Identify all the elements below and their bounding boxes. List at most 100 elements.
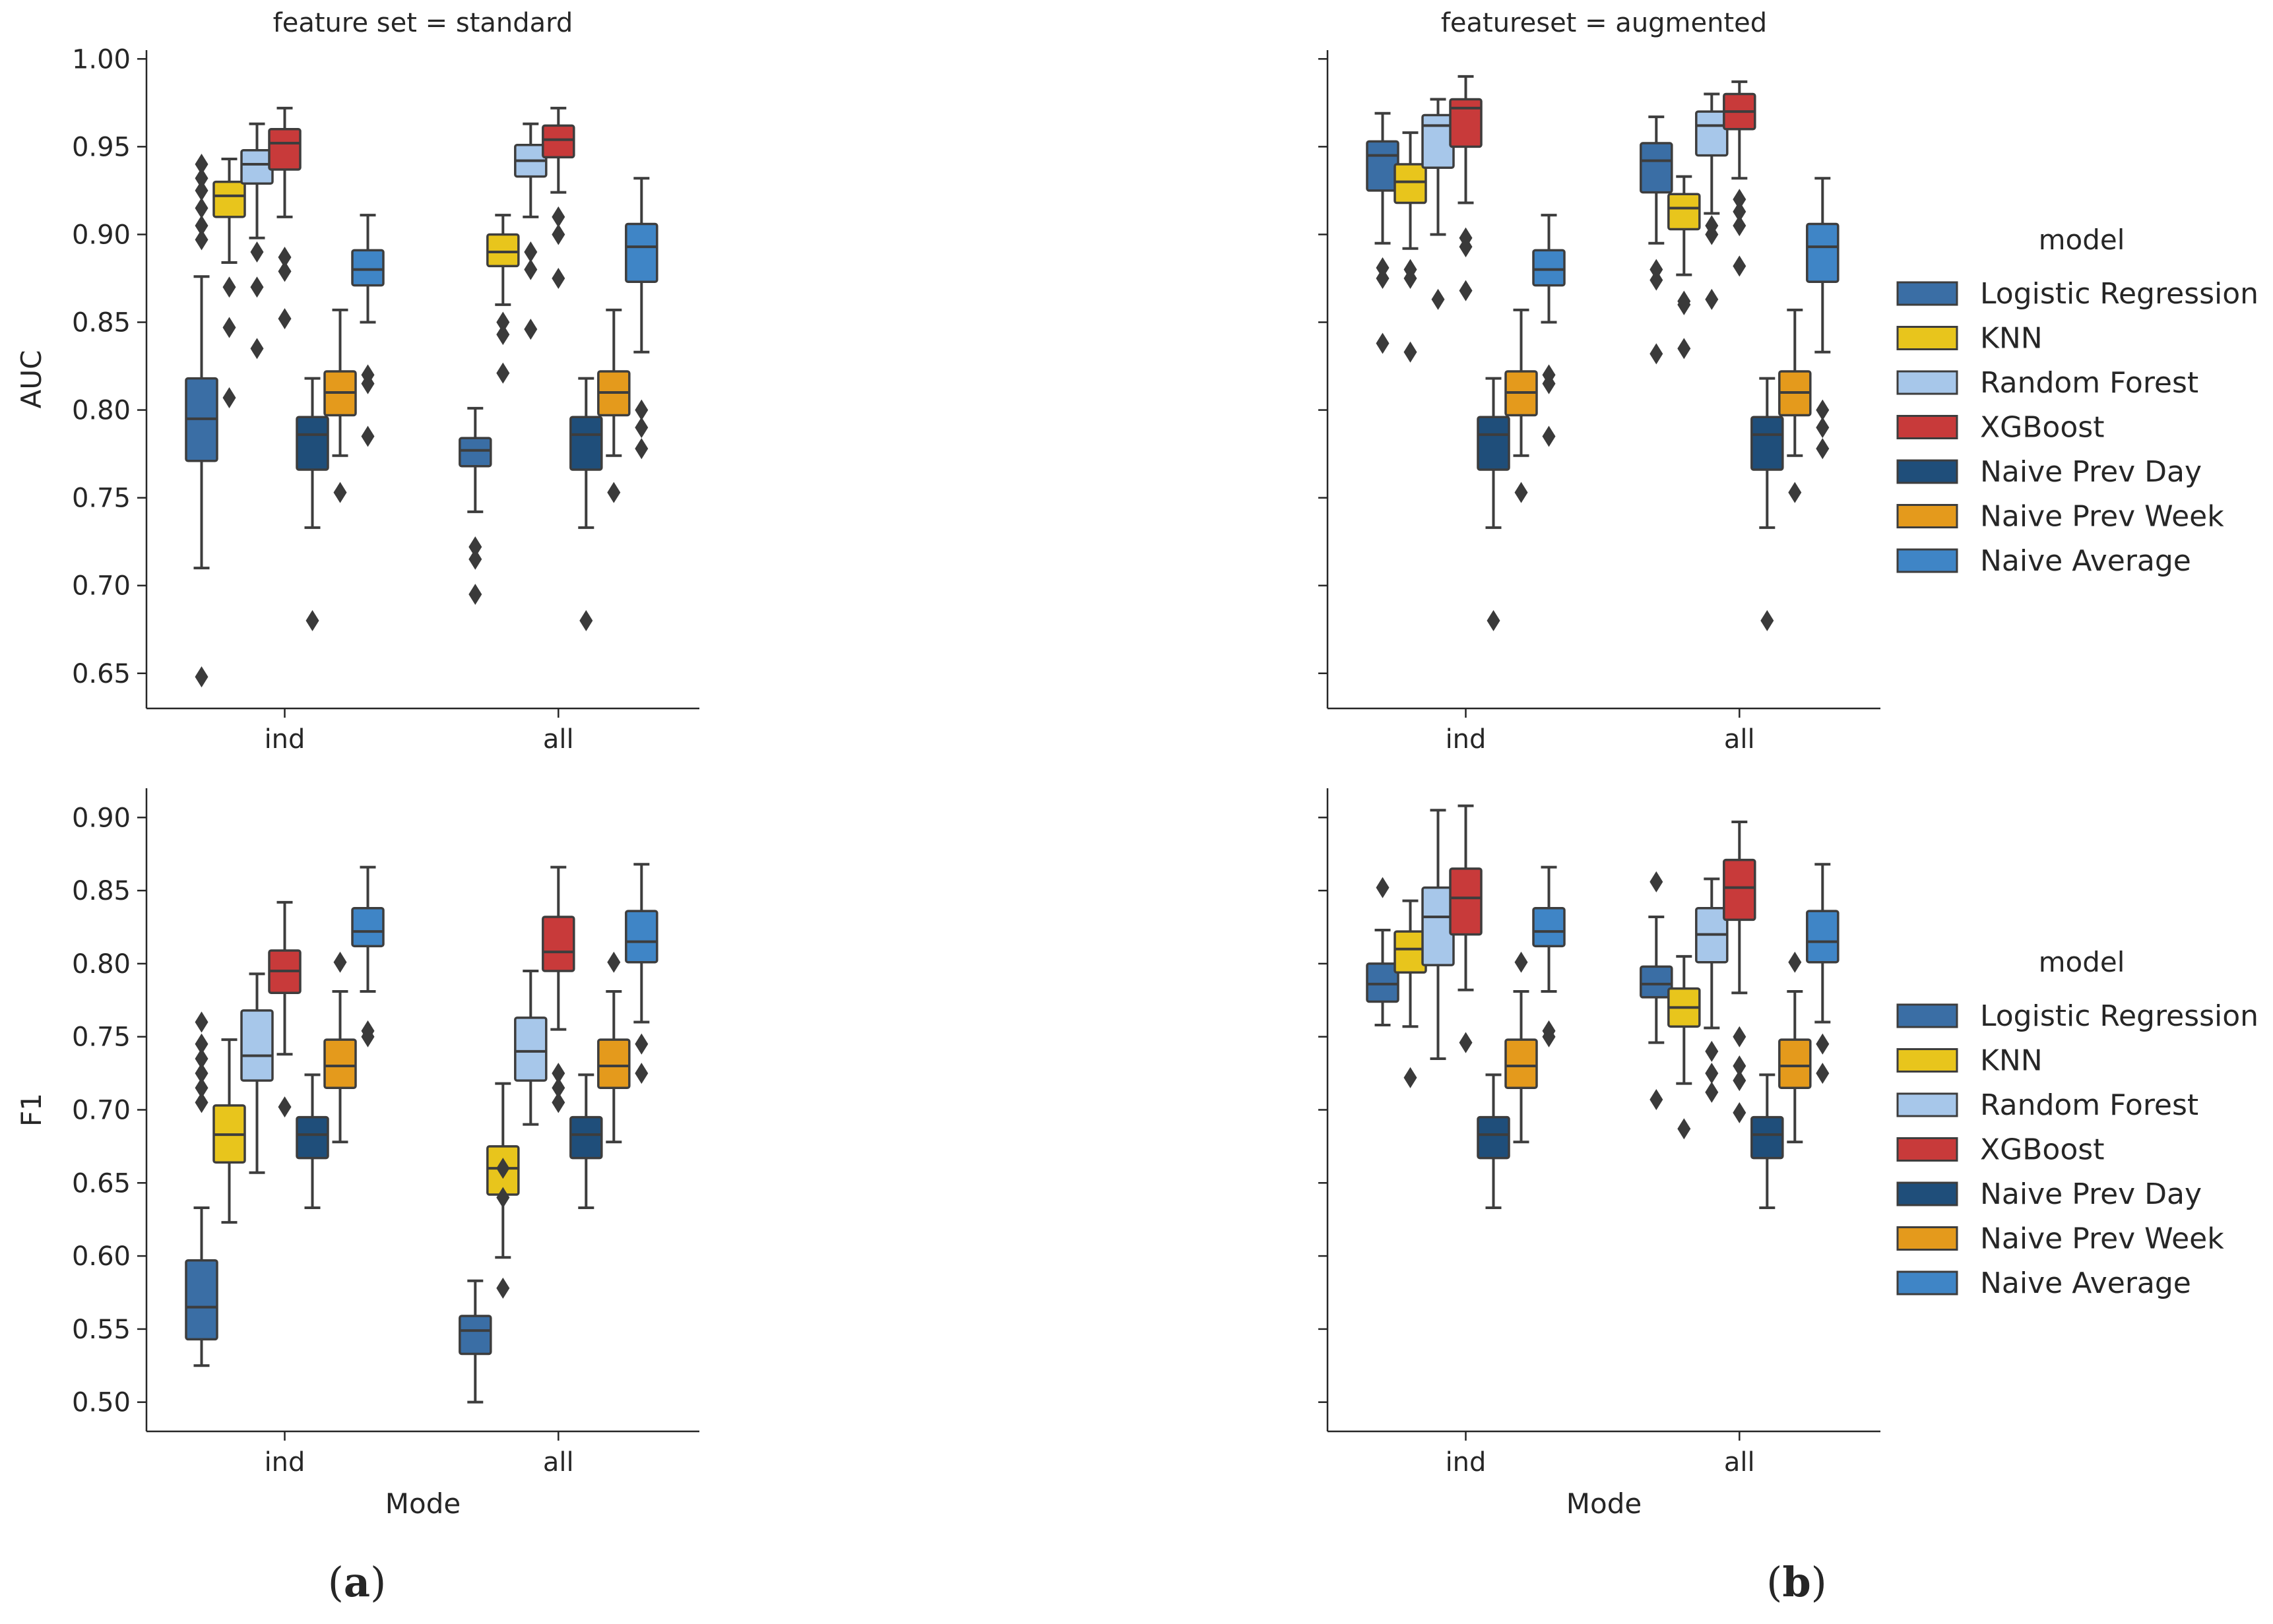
iqr-box <box>625 222 658 284</box>
outlier-marker <box>1733 255 1746 277</box>
box-all-naive-average <box>625 863 658 1084</box>
outlier-marker <box>222 387 236 408</box>
legend-title: model <box>2039 224 2125 256</box>
outlier-marker <box>1788 951 1802 973</box>
box-ind-knn <box>212 1038 246 1224</box>
box-all-naive-prev-week <box>1778 308 1812 503</box>
iqr-box <box>1449 867 1483 936</box>
outlier-marker <box>1677 290 1691 312</box>
y-tick-label: 0.65 <box>72 1168 131 1199</box>
chart-panel-2: featureset = augmented ind all <box>1318 8 1880 755</box>
box-ind-knn <box>1393 131 1427 363</box>
box-all-knn <box>1667 175 1701 359</box>
legend-entry-logistic-regression: Logistic Regression <box>1896 277 2258 311</box>
outlier-marker <box>361 425 375 447</box>
outlier-marker <box>361 364 375 386</box>
iqr-box <box>1532 249 1566 287</box>
box-all-logistic-regression <box>1640 871 1673 1110</box>
outlier-marker <box>635 417 649 439</box>
outlier-marker <box>1733 201 1746 222</box>
box-ind-naive-average <box>1532 214 1566 447</box>
box-all-random-forest <box>514 122 548 340</box>
outlier-marker <box>552 1092 565 1113</box>
iqr-box <box>1477 416 1510 471</box>
box-ind-naive-prev-week <box>323 308 357 503</box>
chart-panel-1: 0.65 0.70 0.75 0.80 0.85 0.90 0.95 1.00 AUC featu… <box>15 8 699 755</box>
x-axis-title: Mode <box>385 1487 461 1520</box>
iqr-box <box>1667 193 1701 231</box>
outlier-marker <box>635 1033 649 1055</box>
outlier-marker <box>195 1092 208 1113</box>
box-all-random-forest <box>1695 877 1729 1103</box>
outlier-marker <box>1403 259 1417 280</box>
iqr-box <box>1695 110 1729 157</box>
iqr-box <box>1421 113 1455 170</box>
x-tick-label-all: all <box>1724 1447 1755 1478</box>
legend-swatch <box>1896 1048 1958 1073</box>
outlier-marker <box>1705 215 1719 237</box>
outlier-marker <box>1733 1102 1746 1123</box>
x-tick-label-all: all <box>543 1447 574 1478</box>
box-ind-xgboost <box>268 106 302 330</box>
outlier-marker <box>222 317 236 338</box>
legend-entry-naive-prev-week: Naive Prev Week <box>1896 1222 2224 1256</box>
iqr-box <box>1504 1038 1538 1090</box>
y-tick-label: 0.85 <box>72 308 131 338</box>
outlier-marker <box>1705 1063 1719 1084</box>
outlier-marker <box>1733 1026 1746 1047</box>
box-ind-random-forest <box>240 122 274 359</box>
outlier-marker <box>1376 257 1390 279</box>
outlier-marker <box>496 1158 510 1179</box>
outlier-marker <box>1705 1081 1719 1103</box>
legend-label: Naive Average <box>1980 544 2191 578</box>
outlier-marker <box>305 609 319 631</box>
box-ind-knn <box>1393 899 1427 1088</box>
box-ind-logistic-regression <box>1366 877 1399 1026</box>
outlier-marker <box>552 1077 565 1099</box>
box-ind-naive-prev-week <box>323 951 357 1144</box>
outlier-marker <box>195 215 208 237</box>
outlier-marker <box>1816 1063 1830 1084</box>
outlier-marker <box>552 224 565 245</box>
outlier-marker <box>468 584 482 606</box>
outlier-marker <box>195 229 208 251</box>
outlier-marker <box>195 168 208 189</box>
outlier-marker <box>250 338 264 359</box>
iqr-box <box>569 1115 603 1160</box>
y-tick-label: 0.70 <box>72 571 131 602</box>
outlier-marker <box>195 179 208 201</box>
y-tick-label: 0.95 <box>72 132 131 162</box>
outlier-marker <box>1542 1020 1556 1042</box>
outlier-marker <box>1542 425 1556 447</box>
x-tick-label-all: all <box>1724 724 1755 755</box>
iqr-box <box>514 1016 548 1082</box>
outlier-marker <box>1677 1118 1691 1140</box>
outlier-marker <box>278 247 292 268</box>
outlier-marker <box>361 1020 375 1042</box>
iqr-box <box>1640 965 1673 999</box>
legend-label: Naive Average <box>1980 1266 2191 1300</box>
outlier-marker <box>1649 343 1663 365</box>
outlier-marker <box>496 1187 510 1208</box>
legend-2: model Logistic Regression KNN Random Forest… <box>1896 946 2258 1300</box>
outlier-marker <box>1514 951 1528 973</box>
outlier-marker <box>195 666 208 688</box>
outlier-marker <box>1487 609 1500 631</box>
legend-swatch <box>1896 370 1958 395</box>
iqr-box <box>1750 1115 1784 1160</box>
box-all-naive-prev-day <box>569 377 603 631</box>
box-all-logistic-regression <box>459 406 492 606</box>
legend-label: Naive Prev Day <box>1980 455 2202 489</box>
legend-entry-random-forest: Random Forest <box>1896 1088 2198 1122</box>
box-ind-naive-average <box>351 865 385 1047</box>
legend-entry-naive-prev-week: Naive Prev Week <box>1896 500 2224 534</box>
legend-label: XGBoost <box>1980 411 2104 445</box>
box-ind-knn <box>212 158 246 408</box>
chart-panel-4: ind all Mode <box>1318 788 1880 1520</box>
iqr-box <box>351 249 385 287</box>
outlier-marker <box>552 267 565 289</box>
box-ind-naive-prev-day <box>296 1073 329 1209</box>
outlier-marker <box>250 241 264 263</box>
iqr-box <box>625 910 658 964</box>
y-tick-label: 0.60 <box>72 1241 131 1272</box>
